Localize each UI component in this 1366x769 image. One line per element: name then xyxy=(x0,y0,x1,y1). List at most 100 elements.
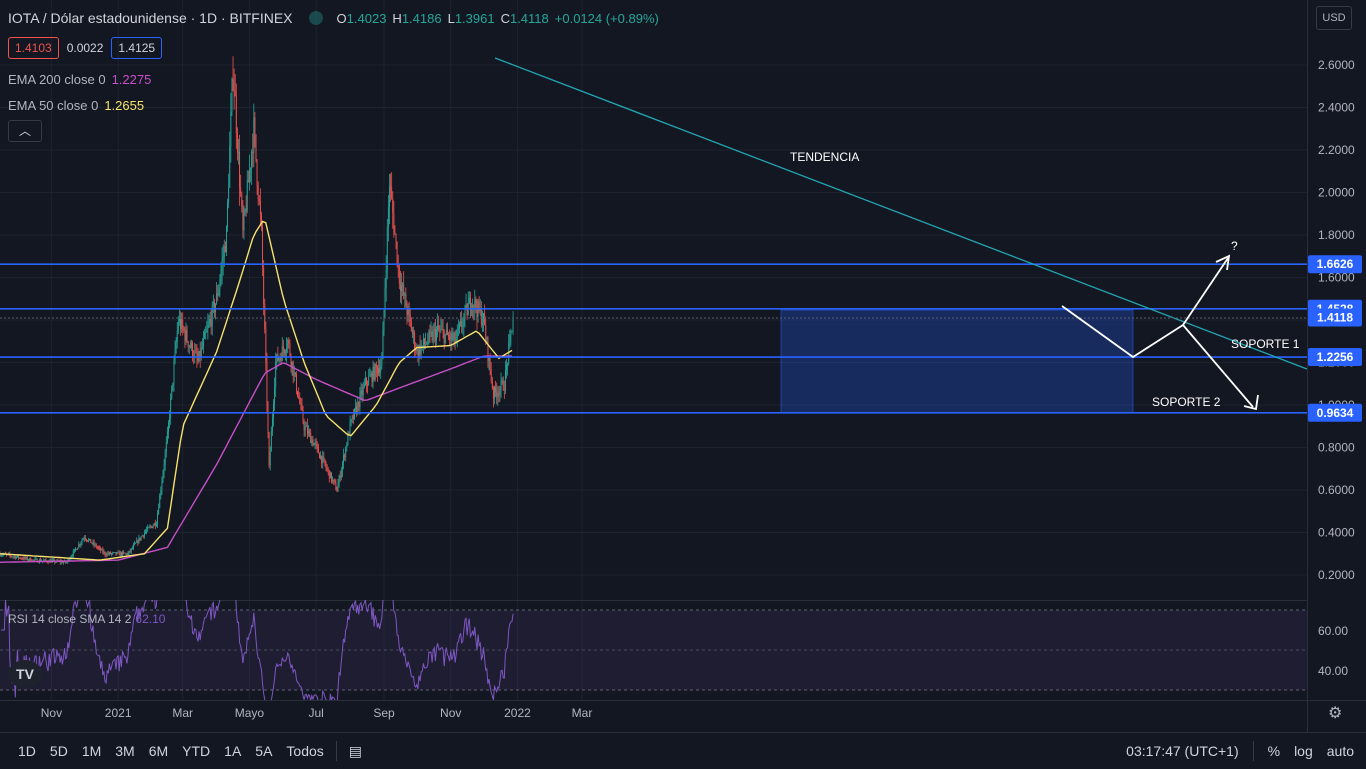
candle xyxy=(202,338,203,350)
candle xyxy=(238,139,239,164)
time-display[interactable]: 03:17:47 (UTC+1) xyxy=(1126,743,1238,759)
candle xyxy=(103,549,104,554)
candle xyxy=(506,359,507,379)
calendar-range-icon[interactable]: ▤ xyxy=(349,743,362,760)
open-label: O xyxy=(337,11,347,26)
candle xyxy=(257,159,258,195)
candle xyxy=(438,316,439,332)
range-5d[interactable]: 5D xyxy=(50,743,68,759)
range-todos[interactable]: Todos xyxy=(286,743,323,759)
range-1a[interactable]: 1A xyxy=(224,743,241,759)
collapse-legend-button[interactable]: ︿ xyxy=(8,120,42,142)
log-toggle[interactable]: log xyxy=(1294,743,1313,759)
candle xyxy=(364,378,365,388)
candle xyxy=(86,539,87,543)
candle xyxy=(152,526,153,528)
candle xyxy=(235,74,236,97)
bottom-toolbar: 1D 5D 1M 3M 6M YTD 1A 5A Todos ▤ 03:17:47 (UTC+1… xyxy=(0,732,1366,769)
candle xyxy=(400,271,401,303)
symbol-title[interactable]: IOTA / Dólar estadounidense · 1D · BITFI… xyxy=(8,10,293,26)
candle xyxy=(183,326,184,333)
candle xyxy=(119,550,120,555)
candle xyxy=(411,317,412,331)
rsi-legend[interactable]: RSI 14 close SMA 14 2 62.10 xyxy=(8,612,165,626)
range-3m[interactable]: 3M xyxy=(115,743,134,759)
candle xyxy=(168,420,169,439)
candle xyxy=(141,536,142,541)
candle xyxy=(500,386,501,402)
candle xyxy=(268,401,269,438)
candle xyxy=(366,377,367,393)
ema200-label: EMA 200 close 0 xyxy=(8,72,106,87)
rsi-value: 62.10 xyxy=(135,612,165,626)
candle xyxy=(254,112,255,148)
currency-button[interactable]: USD xyxy=(1316,6,1352,30)
candle xyxy=(509,330,510,349)
candle xyxy=(287,338,288,353)
candle xyxy=(373,361,374,389)
candle xyxy=(446,323,447,335)
spread-value: 0.0022 xyxy=(65,41,106,55)
candle xyxy=(427,333,428,347)
buy-button[interactable]: 1.4125 xyxy=(111,37,162,59)
range-ytd[interactable]: YTD xyxy=(182,743,210,759)
candle xyxy=(280,353,281,362)
candle xyxy=(423,333,424,353)
candle xyxy=(101,548,102,550)
candle xyxy=(304,419,305,437)
candle xyxy=(479,296,480,313)
candle xyxy=(339,475,340,488)
range-1m[interactable]: 1M xyxy=(82,743,101,759)
candle xyxy=(85,535,86,541)
candle xyxy=(89,539,90,541)
candle xyxy=(247,170,248,213)
candle xyxy=(97,546,98,550)
candle xyxy=(413,327,414,344)
candle xyxy=(136,537,137,543)
auto-toggle[interactable]: auto xyxy=(1327,743,1354,759)
candle xyxy=(200,342,201,368)
candle xyxy=(451,328,452,351)
candle xyxy=(342,461,343,478)
candle xyxy=(297,391,298,398)
candle xyxy=(176,337,177,354)
percent-toggle[interactable]: % xyxy=(1268,743,1280,759)
candle xyxy=(442,319,443,330)
candle xyxy=(251,149,252,185)
candle xyxy=(147,525,148,533)
logo[interactable]: TV xyxy=(8,660,42,688)
candle xyxy=(17,556,18,558)
candle xyxy=(217,285,218,301)
range-5a[interactable]: 5A xyxy=(255,743,272,759)
rsi-label: RSI 14 close SMA 14 2 xyxy=(8,612,131,626)
candle xyxy=(340,471,341,482)
candle xyxy=(434,322,435,342)
candle xyxy=(429,324,430,343)
candle xyxy=(482,311,483,332)
candle xyxy=(440,319,441,333)
candle xyxy=(467,303,468,320)
candle xyxy=(210,312,211,327)
ema50-value: 1.2655 xyxy=(104,98,144,113)
candle xyxy=(137,540,138,546)
range-6m[interactable]: 6M xyxy=(149,743,168,759)
candle xyxy=(416,343,417,354)
range-1d[interactable]: 1D xyxy=(18,743,36,759)
candle xyxy=(172,383,173,392)
candle xyxy=(156,521,157,527)
gear-icon[interactable]: ⚙ xyxy=(1328,703,1342,723)
candle xyxy=(337,487,338,493)
candle xyxy=(407,301,408,325)
candle xyxy=(448,332,449,340)
sell-button[interactable]: 1.4103 xyxy=(8,37,59,59)
candle xyxy=(77,548,78,550)
candle xyxy=(370,369,371,377)
candle xyxy=(512,331,513,333)
candle xyxy=(153,524,154,528)
chart-header: IOTA / Dólar estadounidense · 1D · BITFI… xyxy=(8,10,659,26)
candle xyxy=(513,311,514,335)
candle xyxy=(256,134,257,162)
